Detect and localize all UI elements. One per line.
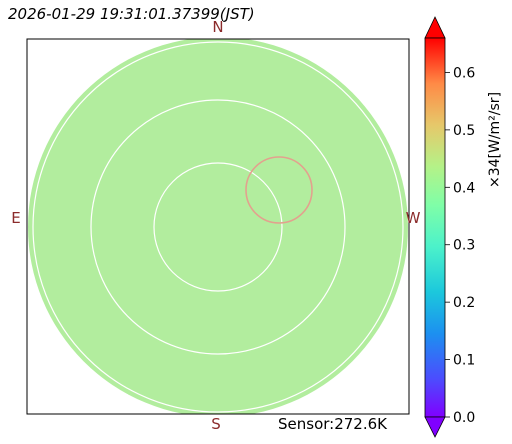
range-ring-outer	[32, 41, 404, 413]
colorbar-tick-label: 0.1	[453, 353, 475, 369]
sensor-temperature: Sensor:272.6K	[278, 415, 388, 433]
direction-east-label: E	[11, 209, 20, 227]
range-ring-inner	[153, 162, 283, 292]
plot-frame	[26, 38, 410, 415]
colorbar-max-extend	[424, 16, 446, 39]
direction-north-label: N	[212, 18, 223, 36]
direction-west-label: W	[406, 209, 421, 227]
colorbar-ticks: 0.0 0.1 0.2 0.3 0.4 0.5 0.6	[445, 65, 475, 426]
colorbar-label: ×34[W/m²/sr]	[487, 92, 503, 188]
highlight-circle	[245, 156, 313, 224]
colorbar-tick-label: 0.4	[453, 180, 475, 196]
colorbar-min-extend	[424, 416, 446, 438]
colorbar-tick-label: 0.5	[453, 123, 475, 139]
timestamp-title: 2026-01-29 19:31:01.37399(JST)	[8, 5, 255, 23]
colorbar-gradient	[424, 37, 446, 418]
colorbar-tick-label: 0.2	[453, 295, 475, 311]
range-ring-middle	[90, 99, 346, 355]
colorbar-tick-label: 0.3	[453, 238, 475, 254]
colorbar-tick-label: 0.6	[453, 65, 475, 81]
colorbar: 0.0 0.1 0.2 0.3 0.4 0.5 0.6 ×34[W/m²/sr]	[424, 16, 503, 438]
sky-field-disk	[28, 39, 408, 414]
direction-south-label: S	[211, 415, 221, 433]
colorbar-tick-label: 0.0	[453, 410, 475, 426]
sky-map	[27, 39, 409, 414]
